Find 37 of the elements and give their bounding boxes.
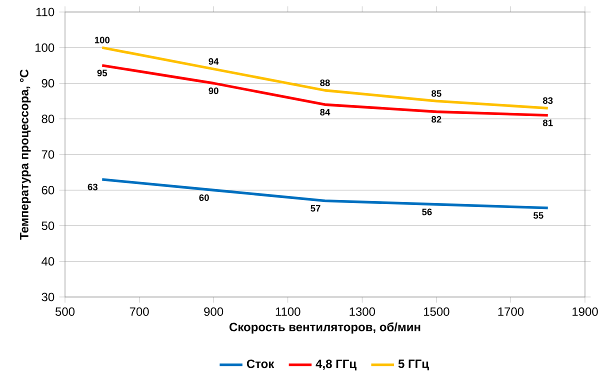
data-label: 60	[199, 194, 209, 201]
y-axis-title: Температура процессора, °C	[20, 69, 31, 240]
x-tick-label: 1100	[276, 307, 300, 316]
x-tick-label: 700	[130, 307, 149, 316]
x-tick-label: 1700	[498, 307, 524, 316]
data-label: 90	[208, 88, 218, 94]
x-tick-label: 1300	[350, 307, 376, 316]
data-label: 83	[542, 97, 553, 104]
data-label: 84	[320, 108, 330, 116]
y-tick-label: 80	[42, 114, 54, 124]
x-tick-label: 500	[55, 307, 75, 316]
data-label: 57	[310, 205, 320, 212]
y-tick-label: 100	[36, 43, 54, 52]
x-tick-label: 1900	[572, 307, 598, 316]
y-tick-label: 70	[42, 150, 54, 159]
data-label: 55	[533, 212, 544, 219]
legend-label: 5 ГГц	[398, 360, 429, 370]
y-tick-label: 110	[36, 8, 54, 16]
data-label: 100	[94, 36, 110, 44]
x-axis-title: Скорость вентиляторов, об/мин	[230, 322, 420, 334]
y-tick-label: 60	[42, 186, 54, 194]
data-label: 85	[432, 90, 442, 97]
data-label: 56	[422, 208, 432, 216]
data-label: 63	[88, 184, 98, 190]
y-tick-label: 90	[42, 78, 54, 88]
data-label: 94	[208, 58, 219, 65]
x-tick-label: 1500	[424, 307, 450, 316]
data-label: 81	[542, 120, 553, 126]
x-tick-label: 900	[204, 307, 224, 316]
y-tick-label: 50	[42, 221, 54, 230]
data-label: 95	[97, 70, 108, 76]
y-tick-label: 30	[42, 292, 54, 302]
data-label: 82	[432, 116, 442, 123]
data-label: 88	[320, 80, 330, 86]
y-tick-label: 40	[42, 257, 54, 266]
legend-label: Сток	[246, 360, 274, 368]
legend-label: 4,8 ГГц	[316, 360, 356, 370]
